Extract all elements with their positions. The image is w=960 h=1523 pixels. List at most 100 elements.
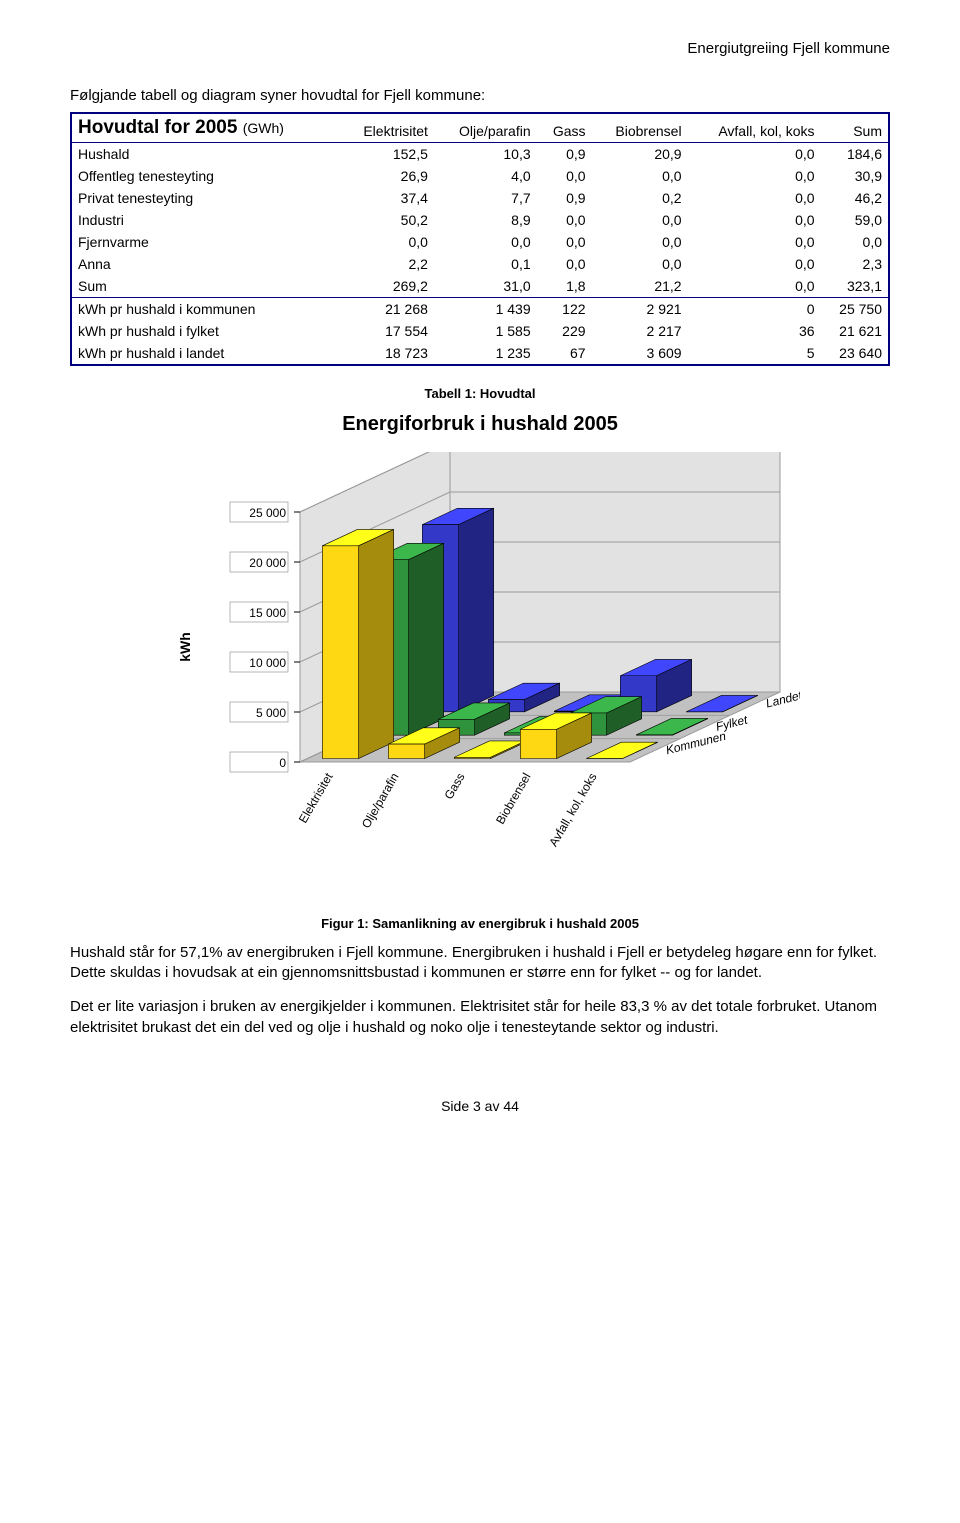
- table-cell: 0,0: [592, 231, 688, 253]
- table-cell: 31,0: [434, 275, 537, 298]
- table-cell: 0,9: [537, 142, 592, 165]
- table-cell: 2,3: [821, 253, 888, 275]
- table-cell: Fjernvarme: [72, 231, 340, 253]
- table-row: kWh pr hushald i fylket17 5541 5852292 2…: [72, 320, 888, 342]
- body-paragraph: Hushald står for 57,1% av energibruken i…: [70, 943, 890, 984]
- table-cell: 18 723: [340, 342, 434, 364]
- table-cell: 59,0: [821, 209, 888, 231]
- table-cell: 0,0: [340, 231, 434, 253]
- table-cell: Industri: [72, 209, 340, 231]
- table-cell: 0,9: [537, 187, 592, 209]
- table-cell: 37,4: [340, 187, 434, 209]
- table-cell: 1 235: [434, 342, 537, 364]
- table-cell: 21 621: [821, 320, 888, 342]
- table-cell: 2 921: [592, 297, 688, 320]
- table-cell: 0,0: [592, 253, 688, 275]
- table-cell: kWh pr hushald i kommunen: [72, 297, 340, 320]
- table-cell: 67: [537, 342, 592, 364]
- table-cell: 23 640: [821, 342, 888, 364]
- table-cell: 1 585: [434, 320, 537, 342]
- table-cell: 0,0: [537, 165, 592, 187]
- energy-chart: 05 00010 00015 00020 00025 000kWhElektri…: [160, 452, 800, 892]
- table-cell: 10,3: [434, 142, 537, 165]
- table-title-cell: Hovudtal for 2005 (GWh): [72, 114, 340, 142]
- table-cell: 0,0: [688, 231, 821, 253]
- header-right: Energiutgreiing Fjell kommune: [70, 40, 890, 57]
- table-cell: Privat tenesteyting: [72, 187, 340, 209]
- table-cell: 0,0: [688, 253, 821, 275]
- table-cell: 21 268: [340, 297, 434, 320]
- table-section-2: kWh pr hushald i kommunen21 2681 4391222…: [72, 297, 888, 364]
- svg-text:25 000: 25 000: [249, 506, 286, 520]
- table-cell: 0,1: [434, 253, 537, 275]
- svg-text:Olje/parafin: Olje/parafin: [359, 770, 402, 830]
- body-paragraph: Det er lite variasjon i bruken av energi…: [70, 997, 890, 1038]
- svg-text:20 000: 20 000: [249, 556, 286, 570]
- table-cell: kWh pr hushald i landet: [72, 342, 340, 364]
- table-cell: kWh pr hushald i fylket: [72, 320, 340, 342]
- table-cell: 0,0: [537, 231, 592, 253]
- intro-text: Følgjande tabell og diagram syner hovudt…: [70, 87, 890, 104]
- table-cell: 184,6: [821, 142, 888, 165]
- table-row: Anna2,20,10,00,00,02,3: [72, 253, 888, 275]
- hovudtal-table: Hovudtal for 2005 (GWh) Elektrisitet Olj…: [72, 114, 888, 364]
- table-cell: 269,2: [340, 275, 434, 298]
- table-cell: 0,0: [688, 209, 821, 231]
- col-header: Elektrisitet: [340, 114, 434, 142]
- table-cell: 0,0: [821, 231, 888, 253]
- table-cell: 0,0: [688, 142, 821, 165]
- table-cell: 0,0: [592, 209, 688, 231]
- svg-text:Avfall, kol, koks: Avfall, kol, koks: [546, 770, 599, 848]
- table-cell: 0,0: [592, 165, 688, 187]
- table-cell: 0,0: [688, 187, 821, 209]
- table-cell: 122: [537, 297, 592, 320]
- table-cell: Sum: [72, 275, 340, 298]
- table-row: Hushald152,510,30,920,90,0184,6: [72, 142, 888, 165]
- table-cell: 0,0: [434, 231, 537, 253]
- table-row: Offentleg tenesteyting26,94,00,00,00,030…: [72, 165, 888, 187]
- table-cell: 323,1: [821, 275, 888, 298]
- table-cell: 152,5: [340, 142, 434, 165]
- table-cell: 30,9: [821, 165, 888, 187]
- table-cell: 21,2: [592, 275, 688, 298]
- table-cell: 20,9: [592, 142, 688, 165]
- svg-text:Gass: Gass: [441, 770, 467, 801]
- col-header: Olje/parafin: [434, 114, 537, 142]
- table-cell: 0,0: [537, 209, 592, 231]
- table-title-unit: (GWh): [243, 120, 284, 136]
- table-cell: 25 750: [821, 297, 888, 320]
- table-title: Hovudtal for 2005: [78, 117, 237, 138]
- table-cell: 8,9: [434, 209, 537, 231]
- col-header: Biobrensel: [592, 114, 688, 142]
- table-cell: 2 217: [592, 320, 688, 342]
- page-footer: Side 3 av 44: [70, 1098, 890, 1114]
- table-cell: 7,7: [434, 187, 537, 209]
- hovudtal-table-container: Hovudtal for 2005 (GWh) Elektrisitet Olj…: [70, 112, 890, 366]
- table-cell: 4,0: [434, 165, 537, 187]
- table-cell: 0,2: [592, 187, 688, 209]
- svg-text:0: 0: [279, 756, 286, 770]
- col-header: Sum: [821, 114, 888, 142]
- table-section-1: Hushald152,510,30,920,90,0184,6Offentleg…: [72, 142, 888, 297]
- table-cell: Anna: [72, 253, 340, 275]
- col-header: Avfall, kol, koks: [688, 114, 821, 142]
- table-row: Sum269,231,01,821,20,0323,1: [72, 275, 888, 298]
- svg-text:kWh: kWh: [177, 632, 193, 662]
- table-cell: 46,2: [821, 187, 888, 209]
- table-row: kWh pr hushald i kommunen21 2681 4391222…: [72, 297, 888, 320]
- table-row: Fjernvarme0,00,00,00,00,00,0: [72, 231, 888, 253]
- table-cell: 36: [688, 320, 821, 342]
- table-row: Industri50,28,90,00,00,059,0: [72, 209, 888, 231]
- table-caption: Tabell 1: Hovudtal: [70, 386, 890, 401]
- table-cell: 2,2: [340, 253, 434, 275]
- chart-title: Energiforbruk i hushald 2005: [70, 413, 890, 436]
- col-header: Gass: [537, 114, 592, 142]
- table-cell: 5: [688, 342, 821, 364]
- svg-text:10 000: 10 000: [249, 656, 286, 670]
- table-cell: 0,0: [688, 165, 821, 187]
- chart-container: 05 00010 00015 00020 00025 000kWhElektri…: [160, 452, 800, 896]
- table-row: Privat tenesteyting37,47,70,90,20,046,2: [72, 187, 888, 209]
- table-cell: 229: [537, 320, 592, 342]
- table-cell: 3 609: [592, 342, 688, 364]
- table-cell: 17 554: [340, 320, 434, 342]
